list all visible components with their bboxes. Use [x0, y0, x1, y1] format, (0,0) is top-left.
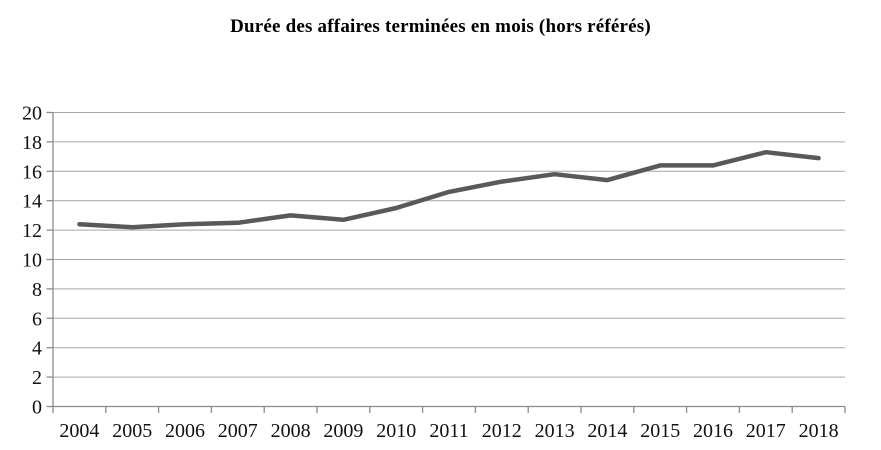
x-tick-label: 2009 [323, 420, 363, 442]
y-tick-label: 10 [22, 250, 42, 272]
y-tick-label: 12 [22, 220, 42, 242]
y-tick-label: 8 [32, 279, 42, 301]
x-tick-label: 2006 [165, 420, 205, 442]
axis-labels: 0 2 4 6 8 10 12 14 16 18 20 2004 2005 2006 2007 2008 200… [22, 103, 839, 443]
gridlines [53, 112, 845, 378]
x-tick-label: 2005 [112, 420, 152, 442]
y-tick-label: 20 [22, 103, 42, 125]
x-tick-label: 2014 [587, 420, 627, 442]
y-tick-label: 6 [32, 308, 42, 330]
duration-line [77, 149, 821, 230]
x-tick-label: 2013 [535, 420, 575, 442]
y-tick-label: 14 [22, 191, 42, 213]
x-tick-label: 2018 [799, 420, 839, 442]
x-tick-label: 2010 [376, 420, 416, 442]
x-tick-label: 2015 [640, 420, 680, 442]
x-tick-label: 2016 [693, 420, 733, 442]
y-tick-label: 2 [32, 367, 42, 389]
y-tick-label: 16 [22, 161, 42, 183]
x-tick-label: 2008 [271, 420, 311, 442]
x-tick-label: 2004 [59, 420, 99, 442]
chart-title: Durée des affaires terminées en mois (ho… [230, 16, 651, 37]
x-tick-label: 2011 [429, 420, 468, 442]
x-tick-label: 2012 [482, 420, 522, 442]
y-tick-label: 0 [32, 397, 42, 419]
y-tick-label: 4 [32, 338, 42, 360]
axis-ticks [46, 111, 846, 413]
data-series [77, 149, 821, 230]
x-tick-label: 2017 [746, 420, 786, 442]
y-tick-label: 18 [22, 132, 42, 154]
x-tick-label: 2007 [218, 420, 258, 442]
